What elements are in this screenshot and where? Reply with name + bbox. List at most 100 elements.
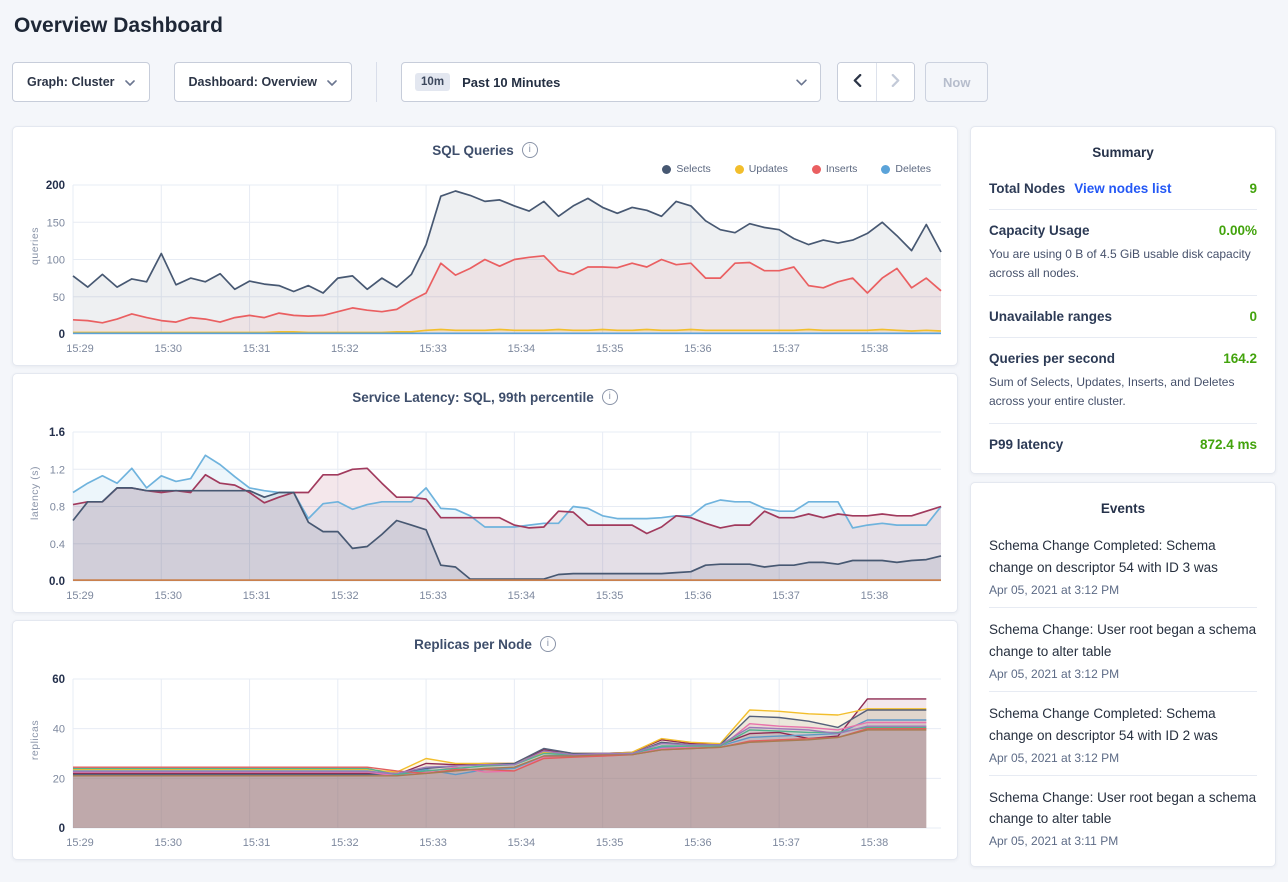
svg-text:15:29: 15:29 [66, 343, 94, 355]
svg-text:15:35: 15:35 [596, 837, 624, 849]
time-range-picker[interactable]: 10m Past 10 Minutes [401, 62, 822, 102]
event-timestamp: Apr 05, 2021 at 3:12 PM [989, 583, 1120, 598]
summary-label: Queries per second [989, 351, 1116, 367]
svg-text:15:38: 15:38 [861, 837, 889, 849]
svg-text:0.8: 0.8 [50, 502, 65, 514]
svg-text:50: 50 [53, 292, 65, 304]
now-button[interactable]: Now [925, 62, 989, 102]
legend-dot-icon [811, 164, 821, 174]
time-step-buttons [837, 62, 916, 102]
chart-title: Replicas per Node [414, 636, 532, 652]
svg-text:150: 150 [47, 217, 65, 229]
event-message: Schema Change: User root began a schema … [989, 789, 1257, 827]
svg-text:0: 0 [59, 329, 65, 341]
chevron-left-icon [853, 73, 862, 90]
summary-label: Unavailable ranges [989, 309, 1113, 325]
summary-description: You are using 0 B of 4.5 GiB usable disk… [989, 247, 1251, 280]
events-title: Events [1100, 501, 1146, 517]
svg-text:1.2: 1.2 [50, 464, 65, 476]
legend-dot-icon [734, 164, 744, 174]
dashboard-dropdown-label: Dashboard: Overview [188, 75, 318, 89]
svg-text:15:34: 15:34 [508, 590, 536, 602]
charts-column: SQL Queries i Selects Updates Inserts Delet… [12, 126, 958, 860]
graph-dropdown[interactable]: Graph: Cluster [12, 62, 150, 102]
svg-text:15:32: 15:32 [331, 837, 359, 849]
summary-row-total-nodes: Total Nodes View nodes list 9 [989, 168, 1257, 210]
legend-item[interactable]: Deletes [881, 163, 931, 175]
dashboard-body: SQL Queries i Selects Updates Inserts Delet… [0, 102, 1288, 868]
event-timestamp: Apr 05, 2021 at 3:12 PM [989, 666, 1120, 681]
dashboard-dropdown[interactable]: Dashboard: Overview [173, 62, 353, 102]
summary-label: P99 latency [989, 437, 1064, 453]
summary-row-unavailable-ranges: Unavailable ranges 0 [989, 296, 1257, 339]
summary-value: 872.4 ms [1199, 437, 1257, 453]
side-column: Summary Total Nodes View nodes list 9 Ca… [970, 126, 1276, 868]
chevron-right-icon [891, 73, 900, 90]
svg-text:15:33: 15:33 [419, 343, 447, 355]
event-item[interactable]: Schema Change Completed: Schema change o… [989, 692, 1257, 776]
event-item[interactable]: Schema Change Completed: Schema change o… [989, 524, 1257, 609]
replicas-per-node-chart[interactable]: 15:29 15:30 15:31 15:32 15:33 15:34 15:35 15:36… [23, 672, 949, 854]
svg-text:15:33: 15:33 [419, 590, 447, 602]
svg-text:40: 40 [53, 724, 65, 736]
events-panel: Events Schema Change Completed: Schema c… [970, 482, 1276, 868]
legend-item[interactable]: Updates [734, 163, 788, 175]
svg-text:15:37: 15:37 [772, 590, 800, 602]
event-timestamp: Apr 05, 2021 at 3:12 PM [989, 750, 1120, 765]
time-range-label: Past 10 Minutes [462, 74, 561, 90]
summary-title: Summary [1092, 145, 1154, 160]
event-item[interactable]: Schema Change: User root began a schema … [989, 608, 1257, 692]
summary-row-queries-per-second: Queries per second 164.2 Sum of Selects,… [989, 338, 1257, 425]
toolbar-divider [376, 62, 378, 102]
y-axis-label: latency (s) [29, 466, 41, 520]
info-icon[interactable]: i [601, 389, 618, 405]
svg-text:15:30: 15:30 [155, 590, 183, 602]
legend-dot-icon [662, 164, 672, 174]
svg-text:15:31: 15:31 [243, 343, 271, 355]
svg-text:15:38: 15:38 [861, 343, 889, 355]
event-message: Schema Change Completed: Schema change o… [989, 538, 1218, 576]
svg-text:0: 0 [59, 823, 65, 835]
sql-queries-chart[interactable]: 15:29 15:30 15:31 15:32 15:33 15:34 15:35 15:36… [23, 178, 949, 360]
svg-text:15:34: 15:34 [508, 343, 536, 355]
chevron-down-icon [327, 75, 337, 89]
svg-text:15:32: 15:32 [331, 343, 359, 355]
chevron-down-icon [796, 73, 807, 91]
info-icon[interactable]: i [521, 142, 538, 158]
svg-text:15:36: 15:36 [684, 343, 712, 355]
replicas-per-node-card: Replicas per Node i replicas 15:29 15:30 1… [12, 620, 958, 860]
service-latency-chart[interactable]: 15:29 15:30 15:31 15:32 15:33 15:34 15:35 15:36… [23, 425, 949, 607]
time-next-button[interactable] [876, 63, 915, 101]
svg-text:15:37: 15:37 [772, 837, 800, 849]
graph-dropdown-label: Graph: Cluster [27, 75, 115, 89]
svg-text:15:30: 15:30 [155, 343, 183, 355]
legend-dot-icon [881, 164, 891, 174]
svg-text:15:29: 15:29 [66, 590, 94, 602]
page-title: Overview Dashboard [14, 14, 223, 37]
view-nodes-list-link[interactable]: View nodes list [1074, 181, 1172, 196]
info-icon[interactable]: i [539, 636, 556, 652]
toolbar: Graph: Cluster Dashboard: Overview 10m P… [12, 62, 1274, 102]
legend-item[interactable]: Inserts [811, 163, 857, 175]
summary-value: 0 [1249, 309, 1257, 325]
summary-label: Total Nodes [989, 181, 1066, 196]
svg-text:20: 20 [53, 773, 65, 785]
svg-text:15:31: 15:31 [243, 590, 271, 602]
svg-text:60: 60 [52, 674, 65, 686]
event-item[interactable]: Schema Change: User root began a schema … [989, 776, 1257, 859]
svg-text:15:36: 15:36 [684, 837, 712, 849]
svg-text:15:36: 15:36 [684, 590, 712, 602]
summary-description: Sum of Selects, Updates, Inserts, and De… [989, 375, 1235, 408]
svg-text:15:35: 15:35 [596, 343, 624, 355]
event-timestamp: Apr 05, 2021 at 3:11 PM [989, 834, 1119, 849]
y-axis-label: queries [29, 227, 41, 265]
summary-panel: Summary Total Nodes View nodes list 9 Ca… [970, 126, 1276, 475]
event-message: Schema Change Completed: Schema change o… [989, 705, 1218, 743]
event-message: Schema Change: User root began a schema … [989, 622, 1257, 659]
svg-text:15:35: 15:35 [596, 590, 624, 602]
time-prev-button[interactable] [838, 63, 877, 101]
summary-value: 0.00% [1218, 223, 1257, 238]
sql-queries-card: SQL Queries i Selects Updates Inserts Delet… [12, 126, 958, 366]
legend-item[interactable]: Selects [662, 163, 711, 175]
svg-text:0.4: 0.4 [50, 539, 65, 551]
